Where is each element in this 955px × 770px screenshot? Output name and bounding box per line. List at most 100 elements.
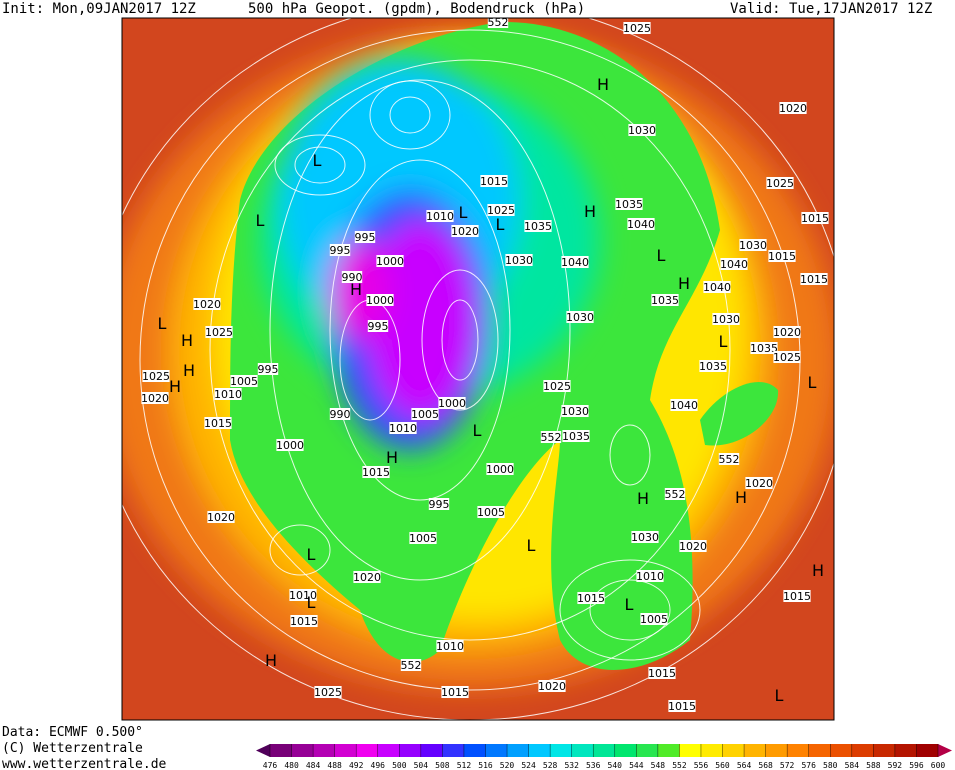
label-bg [664,488,686,500]
isobar-label: 1010 [426,210,454,223]
isobar-label: 1005 [411,408,439,421]
label-bg [436,640,464,652]
colorbar-label: 540 [608,761,623,770]
colorbar-label: 484 [306,761,321,770]
label-bg [768,250,796,262]
isobar-label: 1005 [477,506,505,519]
label-bg [720,258,748,270]
label-bg [341,271,363,283]
colorbar-segment [356,744,379,757]
label-bg [615,198,643,210]
label-bg [628,124,656,136]
colorbar-label: 592 [888,761,903,770]
label-bg [679,540,707,552]
label-bg [745,477,773,489]
isobar-label: 1025 [314,686,342,699]
map-frame [121,17,835,721]
pressure-center: H [584,202,596,221]
label-bg [562,430,590,442]
isobar-label: 1015 [577,592,605,605]
pressure-center: L [459,203,468,222]
pressure-center: H [735,488,747,507]
colorbar-label: 512 [457,761,472,770]
isobar-label: 1015 [800,273,828,286]
label-bg [505,254,533,266]
colorbar-label: 528 [543,761,558,770]
colorbar-end [256,744,270,757]
colorbar-label: 568 [758,761,773,770]
colorbar: 476 480 484 488 492 496 500 504 508 512 516 520 524 5… [256,744,952,770]
pressure-center: L [719,332,728,351]
label-bg [193,298,221,310]
map-title: 500 hPa Geopot. (gpdm), Bodendruck (hPa) [248,1,585,17]
label-bg [636,570,664,582]
pressure-center: H [169,377,181,396]
init-time: Init: Mon,09JAN2017 12Z [2,1,196,17]
isobar-label: 995 [258,363,279,376]
copyright: (C) Wetterzentrale [2,741,143,756]
isobar-label: 1015 [480,175,508,188]
isobar-label: 1015 [801,212,829,225]
pressure-center: L [307,593,316,612]
colorbar-segment [614,744,637,757]
isobar-label: 1015 [648,667,676,680]
isobar-label: 990 [342,271,363,284]
colorbar-label: 564 [737,761,752,770]
colorbar-segment [679,744,702,757]
label-bg [438,397,466,409]
label-bg [670,399,698,411]
colorbar-label: 596 [909,761,924,770]
isobar-label: 1035 [562,430,590,443]
label-bg [627,218,655,230]
label-bg [648,667,676,679]
colorbar-segment [916,744,939,757]
label-bg [409,532,437,544]
label-bg [487,18,509,28]
isobar-label: 1030 [739,239,767,252]
colorbar-label: 496 [371,761,386,770]
isobar-label: 552 [719,453,740,466]
isobar-label: 1015 [362,466,390,479]
isobar-label: 990 [330,408,351,421]
label-bg [329,244,351,256]
isobar-label: 1025 [487,204,515,217]
colorbar-label: 488 [327,761,342,770]
isobar-label: 1010 [389,422,417,435]
isobar-label: 1020 [679,540,707,553]
label-bg [561,405,589,417]
isobar-label: 1015 [441,686,469,699]
label-bg [739,239,767,251]
label-bg [353,571,381,583]
label-bg [205,326,233,338]
label-bg [699,360,727,372]
label-bg [543,380,571,392]
label-bg [389,422,417,434]
colorbar-segment [313,744,336,757]
colorbar-segment [657,744,680,757]
colorbar-segment [571,744,594,757]
colorbar-label: 508 [435,761,450,770]
label-bg [366,294,394,306]
colorbar-label: 544 [629,761,644,770]
isobar-label: 1025 [543,380,571,393]
label-bg [411,408,439,420]
colorbar-segment [528,744,551,757]
isobar-label: 1010 [214,388,242,401]
label-bg [207,511,235,523]
label-bg [783,590,811,602]
colorbar-segment [291,744,314,757]
isobar-label: 1030 [712,313,740,326]
pressure-center: H [812,561,824,580]
colorbar-label: 532 [564,761,579,770]
pressure-center: L [307,545,316,564]
isobar-label: 552 [541,431,562,444]
pressure-center: H [183,361,195,380]
isobar-label: 1025 [623,22,651,35]
label-bg [651,294,679,306]
colorbar-label: 588 [866,761,881,770]
colorbar-label: 580 [823,761,838,770]
pressure-center: H [637,489,649,508]
isobar-label: 1020 [773,326,801,339]
isobar-label: 1030 [566,311,594,324]
colorbar-label: 556 [694,761,709,770]
